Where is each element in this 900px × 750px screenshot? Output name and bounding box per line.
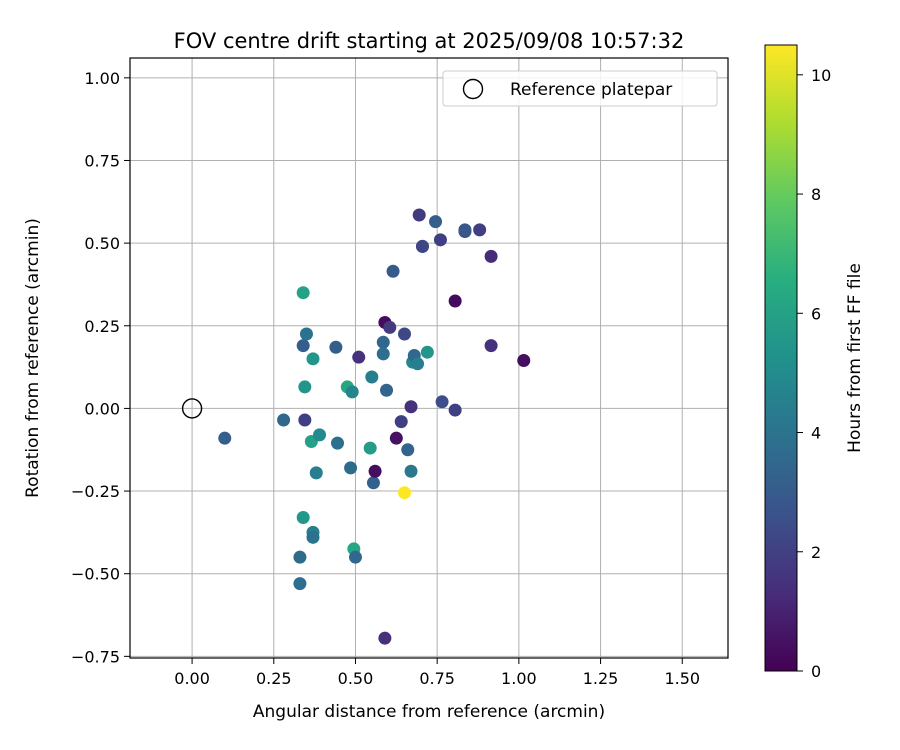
x-tick-label: 0.75 <box>419 669 455 688</box>
y-tick-label: 0.50 <box>84 234 120 253</box>
legend-marker-open-circle <box>462 78 484 100</box>
scatter-point <box>448 294 462 308</box>
scatter-point <box>368 464 382 478</box>
scatter-point <box>376 347 390 361</box>
y-tick-label: 0.00 <box>84 399 120 418</box>
colorbar-ticks: 0 2 4 6 8 10 <box>797 66 831 681</box>
x-tick-label: 1.50 <box>664 669 700 688</box>
scatter-point <box>329 340 343 354</box>
scatter-point <box>348 550 362 564</box>
data-points <box>181 208 531 645</box>
scatter-point <box>458 223 472 237</box>
colorbar-tick-label: 4 <box>811 424 821 443</box>
legend-box <box>442 70 718 107</box>
colorbar-tick-label: 2 <box>811 543 821 562</box>
reference-platepar-marker <box>181 398 203 419</box>
scatter-point <box>296 511 310 525</box>
scatter-point <box>352 350 366 364</box>
scatter-point <box>484 339 498 353</box>
x-tick-label: 0.25 <box>256 669 292 688</box>
y-tick-label: 1.00 <box>84 69 120 88</box>
scatter-point <box>306 530 320 544</box>
scatter-point <box>420 345 434 359</box>
colorbar: 0 2 4 6 8 10 Hours from first FF file <box>764 44 865 681</box>
scatter-point <box>345 385 359 399</box>
scatter-point <box>309 466 323 480</box>
scatter-point <box>429 215 443 229</box>
scatter-point <box>365 370 379 384</box>
scatter-point <box>331 436 345 450</box>
scatter-point <box>298 380 312 394</box>
scatter-point <box>389 431 403 445</box>
scatter-point <box>296 286 310 300</box>
scatter-point <box>484 249 498 263</box>
colorbar-tick-label: 10 <box>811 66 831 85</box>
x-axis-ticks: 0.00 0.25 0.50 0.75 1.00 1.25 1.50 <box>174 658 700 688</box>
legend-label: Reference platepar <box>510 80 672 100</box>
scatter-point <box>383 320 397 334</box>
scatter-point <box>293 550 307 564</box>
scatter-point <box>313 428 327 442</box>
legend: Reference platepar <box>442 70 718 107</box>
scatter-point <box>277 413 291 427</box>
scatter-point <box>363 441 377 455</box>
scatter-point <box>397 327 411 341</box>
scatter-point <box>412 208 426 222</box>
x-tick-label: 0.50 <box>338 669 374 688</box>
scatter-point <box>404 400 418 414</box>
scatter-point <box>306 352 320 366</box>
scatter-point <box>293 577 307 591</box>
scatter-point <box>448 403 462 417</box>
scatter-point <box>298 413 312 427</box>
y-axis-label: Rotation from reference (arcmin) <box>23 218 43 498</box>
x-tick-label: 0.00 <box>174 669 210 688</box>
scatter-point <box>433 233 447 247</box>
scatter-point <box>299 327 313 341</box>
scatter-point <box>394 415 408 429</box>
scatter-point <box>344 461 358 475</box>
scatter-point <box>397 486 411 500</box>
scatter-point <box>380 383 394 397</box>
scatter-point <box>411 357 425 371</box>
scatter-point <box>376 335 390 349</box>
scatter-point <box>378 631 392 645</box>
y-tick-label: −0.75 <box>71 647 120 666</box>
y-tick-label: −0.25 <box>71 482 120 501</box>
x-tick-label: 1.00 <box>501 669 537 688</box>
scatter-point <box>366 476 380 490</box>
scatter-point <box>517 353 531 367</box>
x-axis-label: Angular distance from reference (arcmin) <box>253 702 605 722</box>
x-tick-label: 1.25 <box>583 669 619 688</box>
colorbar-label: Hours from first FF file <box>845 263 865 453</box>
plot-frame <box>129 57 729 659</box>
scatter-point <box>296 339 310 353</box>
scatter-point <box>473 223 487 237</box>
chart-title: FOV centre drift starting at 2025/09/08 … <box>174 29 685 53</box>
scatter-point <box>401 443 415 457</box>
colorbar-gradient <box>764 44 798 672</box>
y-tick-label: 0.75 <box>84 151 120 170</box>
scatter-point <box>415 239 429 253</box>
y-axis-ticks: −0.75 −0.50 −0.25 0.00 0.25 0.50 0.75 1.00 <box>71 69 130 666</box>
scatter-point <box>435 395 449 409</box>
scatter-point <box>218 431 232 445</box>
scatter-point <box>386 264 400 278</box>
scatter-point <box>404 464 418 478</box>
colorbar-tick-label: 0 <box>811 662 821 681</box>
colorbar-tick-label: 8 <box>811 185 821 204</box>
colorbar-tick-label: 6 <box>811 304 821 323</box>
y-tick-label: −0.50 <box>71 565 120 584</box>
y-tick-label: 0.25 <box>84 317 120 336</box>
